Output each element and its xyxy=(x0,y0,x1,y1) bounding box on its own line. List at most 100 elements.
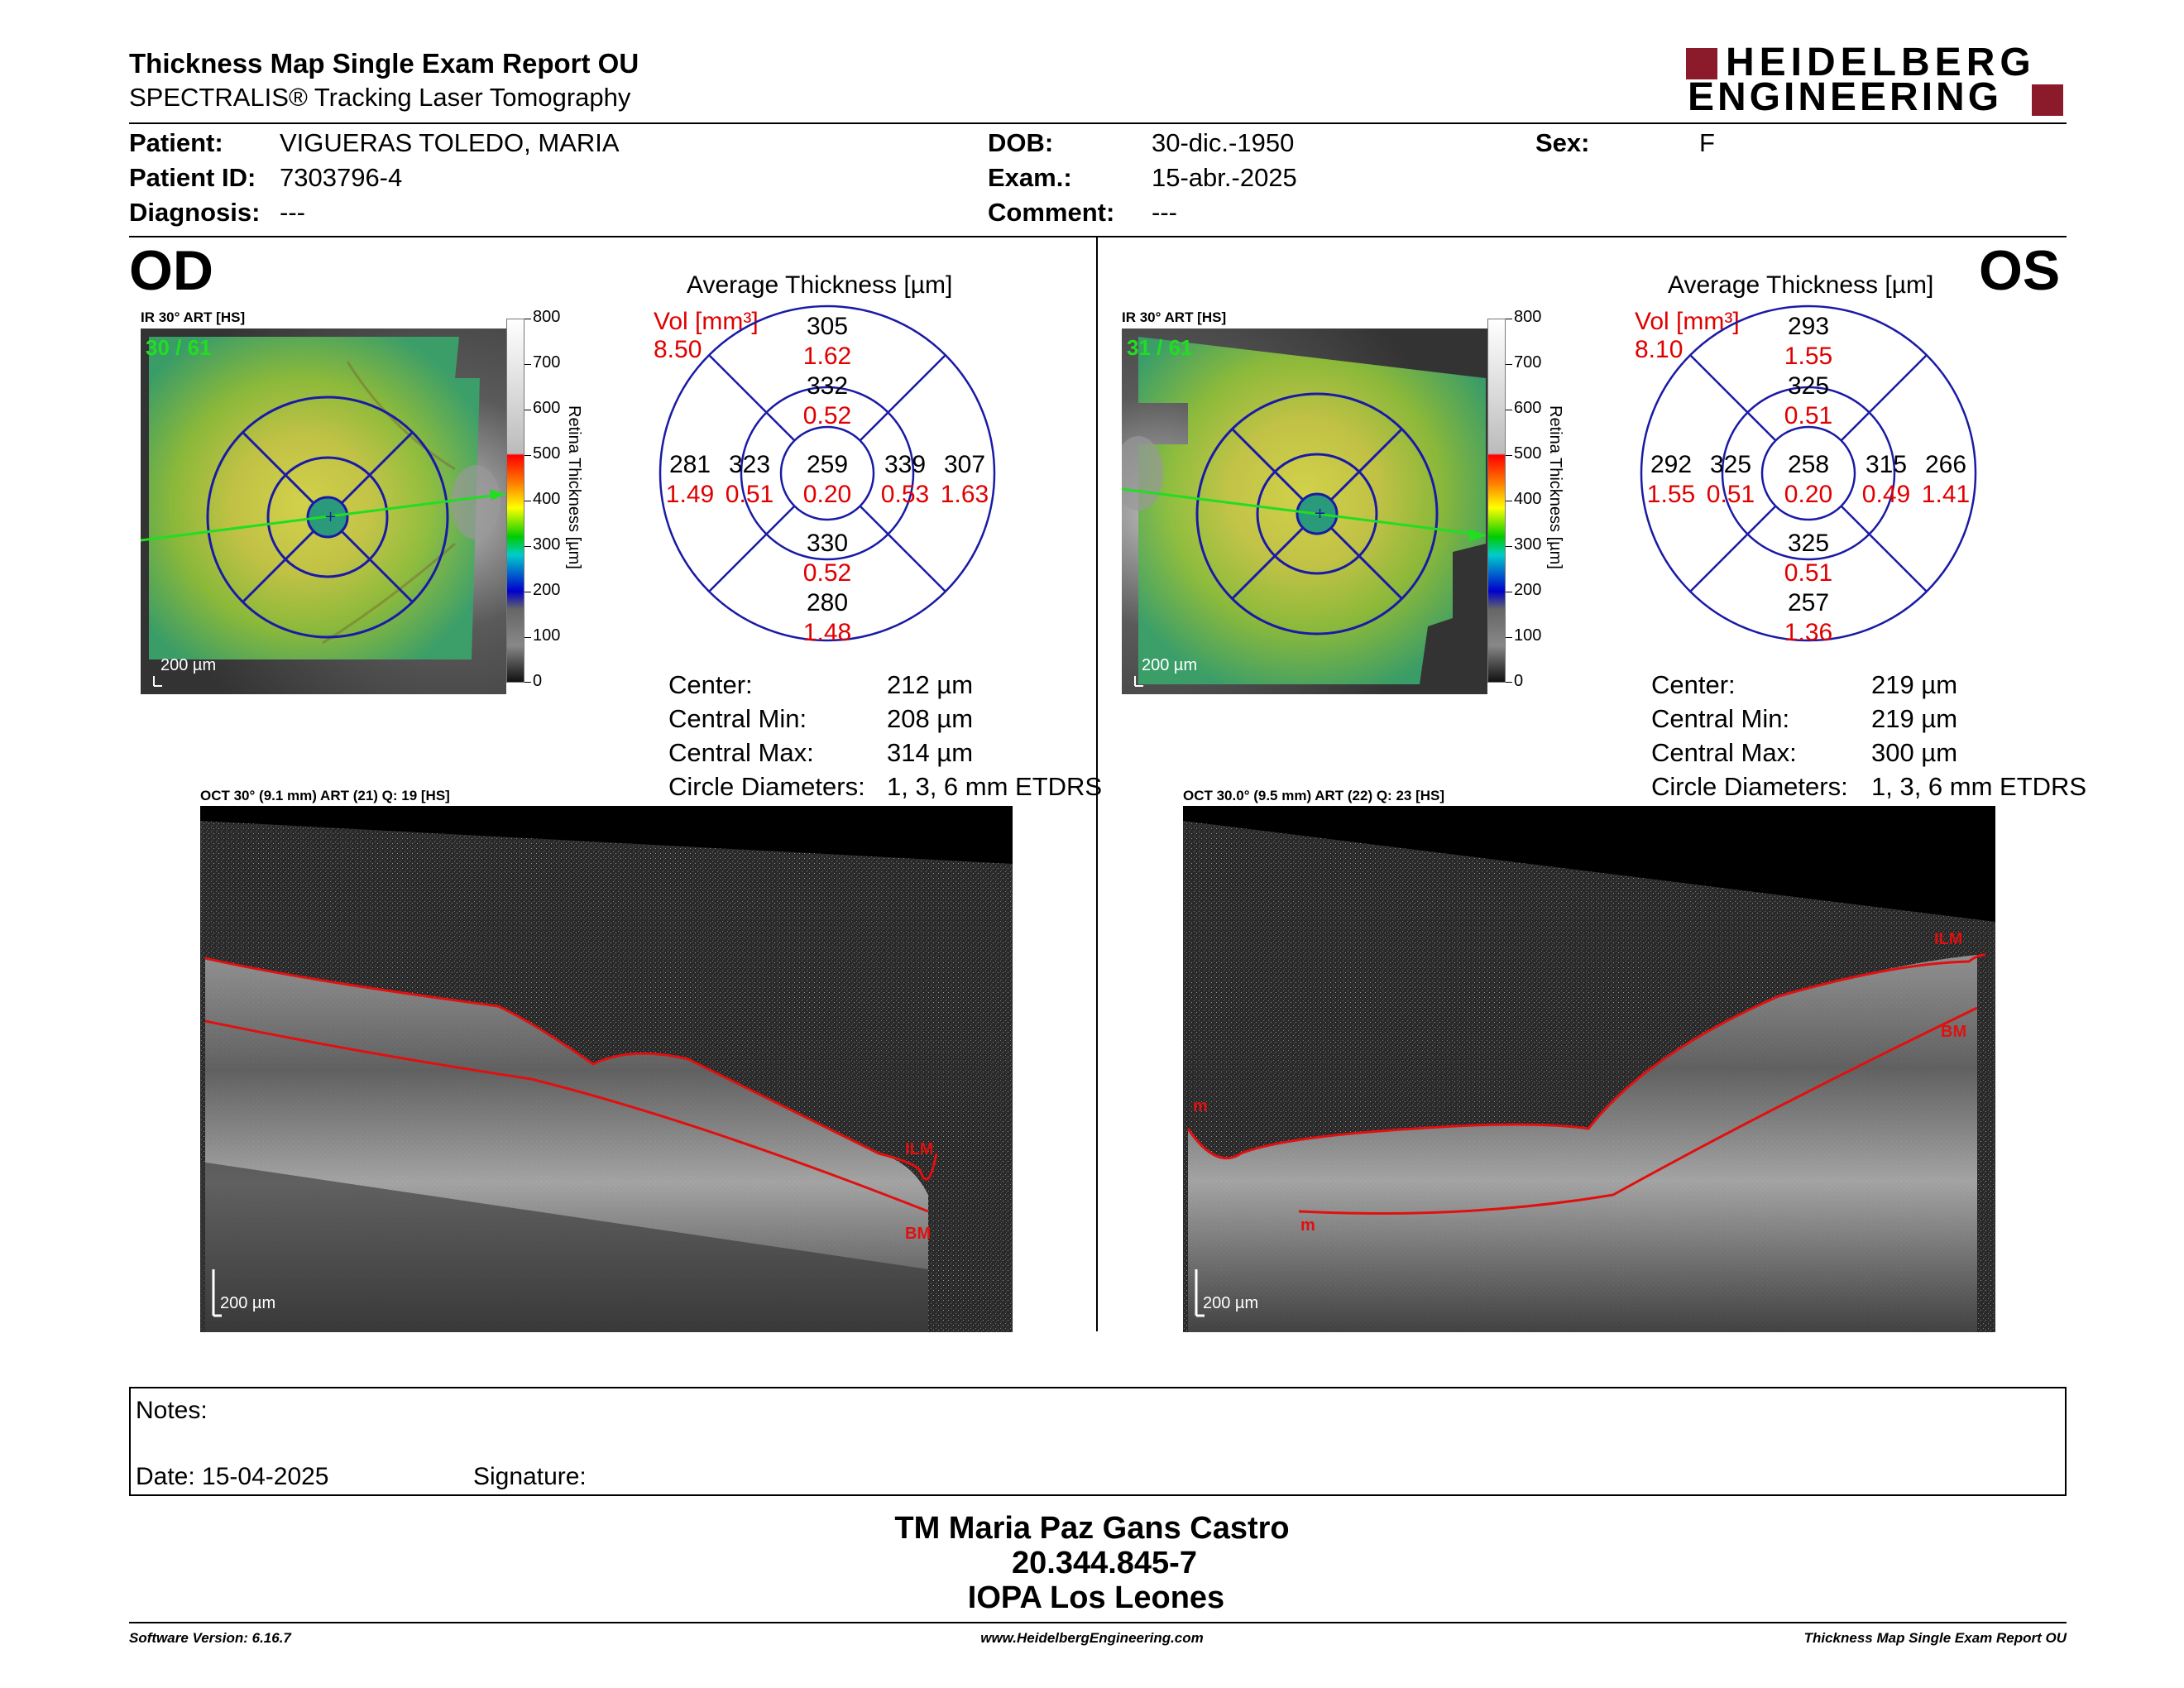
sex-value: F xyxy=(1699,128,1715,157)
exam-value: 15-abr.-2025 xyxy=(1152,163,1297,192)
os-outer-left: 292 xyxy=(1650,451,1693,478)
od-center-value: 212 µm xyxy=(887,670,974,699)
os-fundus-count: 31 / 61 xyxy=(1127,335,1193,360)
signature-name: TM Maria Paz Gans Castro xyxy=(894,1511,1290,1546)
eye-divider xyxy=(1096,237,1098,1331)
od-cbar-tick-800: 800 xyxy=(533,308,561,326)
os-inner-bottom-vol: 0.51 xyxy=(1784,559,1833,587)
os-cbar-tick-500: 500 xyxy=(1514,444,1542,463)
od-outer-top: 305 xyxy=(806,313,849,340)
dob-value: 30-dic.-1950 xyxy=(1152,128,1295,157)
diagnosis-label: Diagnosis: xyxy=(129,198,261,227)
diagnosis-value: --- xyxy=(280,198,305,227)
od-colorbar-ticks xyxy=(524,319,534,683)
os-oct-image: ILM BM m m 200 µm xyxy=(1183,806,1995,1332)
od-fundus-svg: + xyxy=(141,328,506,694)
os-outer-bottom-vol: 1.36 xyxy=(1784,619,1833,646)
od-center: 259 xyxy=(806,451,849,478)
od-etdrs-grid xyxy=(659,305,996,642)
od-cmax-value: 314 µm xyxy=(887,738,974,767)
os-colorbar-label: Retina Thickness [µm] xyxy=(1546,405,1564,569)
os-cbar-tick-600: 600 xyxy=(1514,399,1542,417)
os-fundus-scale: 200 µm xyxy=(1142,656,1198,674)
od-cbar-tick-600: 600 xyxy=(533,399,561,417)
os-cmax-value: 300 µm xyxy=(1871,738,1958,767)
os-inner-right-vol: 0.49 xyxy=(1861,481,1911,508)
os-oct-caption: OCT 30.0° (9.5 mm) ART (22) Q: 23 [HS] xyxy=(1183,788,1445,803)
signature-rut: 20.344.845-7 xyxy=(1012,1546,1197,1580)
footer-report: Thickness Map Single Exam Report OU xyxy=(1803,1630,2067,1646)
os-outer-top: 293 xyxy=(1787,313,1830,340)
od-colorbar xyxy=(506,319,524,683)
od-outer-left-vol: 1.49 xyxy=(665,481,715,508)
os-fundus-image: + 31 / 61 200 µm xyxy=(1122,328,1487,694)
footer-software: Software Version: 6.16.7 xyxy=(129,1630,291,1646)
os-diam-label: Circle Diameters: xyxy=(1651,772,1848,801)
od-outer-bottom: 280 xyxy=(806,589,849,616)
od-inner-left: 323 xyxy=(728,451,771,478)
os-oct-svg xyxy=(1183,806,1995,1332)
od-outer-top-vol: 1.62 xyxy=(802,343,852,370)
od-inner-top-vol: 0.52 xyxy=(802,402,852,429)
comment-value: --- xyxy=(1152,198,1177,227)
od-inner-left-vol: 0.51 xyxy=(725,481,774,508)
os-outer-bottom: 257 xyxy=(1787,589,1830,616)
dob-label: DOB: xyxy=(988,128,1054,157)
os-avg-title: Average Thickness [µm] xyxy=(1668,271,1934,299)
svg-text:+: + xyxy=(1314,505,1326,522)
od-center-vol: 0.20 xyxy=(802,481,852,508)
os-cmax-label: Central Max: xyxy=(1651,738,1797,767)
os-diam-value: 1, 3, 6 mm ETDRS xyxy=(1871,772,2087,801)
os-cbar-tick-700: 700 xyxy=(1514,353,1542,372)
svg-text:+: + xyxy=(324,508,337,525)
od-fundus-caption: IR 30° ART [HS] xyxy=(141,309,246,325)
od-inner-right-vol: 0.53 xyxy=(880,481,930,508)
os-etdrs-grid xyxy=(1640,305,1977,642)
os-inner-right: 315 xyxy=(1865,451,1908,478)
os-cmin-value: 219 µm xyxy=(1871,704,1958,733)
od-outer-right-vol: 1.63 xyxy=(940,481,989,508)
od-outer-right: 307 xyxy=(943,451,986,478)
od-cbar-tick-300: 300 xyxy=(533,535,561,554)
os-cbar-tick-0: 0 xyxy=(1514,672,1524,690)
os-fundus-svg: + xyxy=(1122,328,1487,694)
od-oct-svg xyxy=(200,806,1013,1332)
patient-name: VIGUERAS TOLEDO, MARIA xyxy=(280,128,620,157)
od-fundus-scale: 200 µm xyxy=(160,656,217,674)
od-cbar-tick-200: 200 xyxy=(533,581,561,599)
os-oct-scale: 200 µm xyxy=(1203,1294,1259,1312)
od-center-label: Center: xyxy=(668,670,753,699)
od-oct-ilm-label: ILM xyxy=(905,1140,934,1158)
od-inner-bottom-vol: 0.52 xyxy=(802,559,852,587)
od-cmin-label: Central Min: xyxy=(668,704,807,733)
footer-website[interactable]: www.HeidelbergEngineering.com xyxy=(980,1630,1204,1646)
os-outer-top-vol: 1.55 xyxy=(1784,343,1833,370)
od-oct-caption: OCT 30° (9.1 mm) ART (21) Q: 19 [HS] xyxy=(200,788,450,803)
od-cbar-tick-500: 500 xyxy=(533,444,561,463)
od-avg-title: Average Thickness [µm] xyxy=(687,271,953,299)
patient-id-label: Patient ID: xyxy=(129,163,256,192)
od-cmax-label: Central Max: xyxy=(668,738,814,767)
os-inner-left-vol: 0.51 xyxy=(1706,481,1755,508)
logo-text-engineering: ENGINEERING xyxy=(1688,75,2003,119)
patient-id: 7303796-4 xyxy=(280,163,403,192)
patient-rule xyxy=(129,236,2067,237)
os-center: 258 xyxy=(1787,451,1830,478)
notes-label: Notes: xyxy=(136,1397,208,1424)
os-vol-total: 8.10 xyxy=(1635,336,1684,363)
os-center-label: Center: xyxy=(1651,670,1736,699)
os-inner-bottom: 325 xyxy=(1787,530,1830,557)
exam-label: Exam.: xyxy=(988,163,1072,192)
os-colorbar xyxy=(1487,319,1506,683)
od-vol-total: 8.50 xyxy=(654,336,702,363)
od-cbar-tick-0: 0 xyxy=(533,672,543,690)
od-diam-value: 1, 3, 6 mm ETDRS xyxy=(887,772,1103,801)
od-inner-right: 339 xyxy=(884,451,927,478)
heidelberg-logo: HEIDELBERG ENGINEERING xyxy=(1686,43,2067,119)
os-oct-ilm-label: ILM xyxy=(1934,930,1963,948)
os-outer-right: 266 xyxy=(1924,451,1967,478)
os-oct-m-label-bottom: m xyxy=(1300,1216,1315,1235)
od-diam-label: Circle Diameters: xyxy=(668,772,865,801)
report-title: Thickness Map Single Exam Report OU xyxy=(129,48,639,79)
notes-date: Date: 15-04-2025 xyxy=(136,1463,329,1490)
